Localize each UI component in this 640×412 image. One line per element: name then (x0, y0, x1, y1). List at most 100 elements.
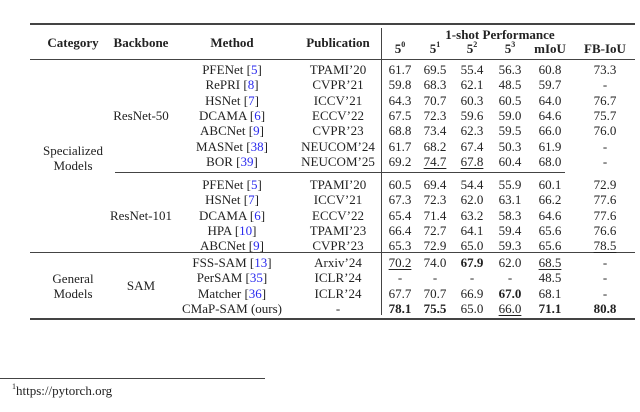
value-cell: 60.3 (460, 92, 484, 108)
value-cell: - (602, 138, 608, 154)
method-cell: RePRI [8] (205, 77, 258, 92)
citation-link[interactable]: [7] (240, 192, 259, 208)
publication-cell: ICLR’24 (314, 270, 362, 286)
value-cell: 68.1 (538, 285, 562, 301)
value-cell: 67.7 (388, 285, 412, 301)
value-cell: 55.4 (460, 62, 484, 77)
header-miou: mIoU (534, 41, 566, 56)
value-cell: 68.8 (388, 123, 412, 139)
value-cell: 78.1 (388, 300, 412, 316)
citation-link[interactable]: [9] (245, 238, 264, 254)
citation-link[interactable]: [7] (240, 92, 259, 108)
group-midrule (30, 252, 635, 253)
publication-cell: TPAMI’20 (309, 62, 367, 77)
citation-link[interactable]: [6] (246, 207, 266, 223)
value-cell: 58.3 (498, 207, 522, 223)
publication-cell: ECCV’22 (312, 207, 364, 223)
footnote-rule (0, 378, 265, 379)
method-cell: HSNet [7] (205, 93, 259, 108)
value-cell: 69.5 (423, 62, 447, 77)
value-cell: 59.3 (498, 238, 522, 254)
value-cell: 70.7 (423, 285, 447, 301)
header-method: Method (210, 35, 254, 50)
value-cell: 68.5 (538, 255, 562, 270)
citation-link[interactable]: [10] (231, 222, 257, 238)
citation-link[interactable]: [35] (242, 270, 268, 286)
value-cell: 70.2 (388, 255, 412, 270)
header-category: Category (47, 35, 99, 50)
citation-link[interactable]: [9] (245, 123, 264, 139)
vertical-rule (381, 28, 382, 315)
value-cell: - (432, 270, 438, 286)
value-cell: 65.6 (538, 238, 562, 254)
publication-cell: CVPR’23 (312, 238, 364, 254)
citation-link[interactable]: [6] (246, 107, 266, 123)
value-cell: 75.5 (423, 300, 447, 316)
method-name: HPA (207, 222, 232, 238)
citation-link[interactable]: [39] (232, 153, 258, 169)
header-backbone: Backbone (113, 35, 169, 50)
method-name: ABCNet (200, 238, 246, 254)
value-cell: - (507, 270, 513, 286)
value-cell: 75.7 (593, 107, 617, 123)
value-cell: 59.4 (498, 222, 522, 238)
value-cell: 73.4 (423, 123, 447, 139)
value-cell: - (602, 285, 608, 301)
value-cell: 62.3 (460, 123, 484, 139)
method-name: DCAMA (198, 207, 247, 223)
method-cell: HSNet [7] (205, 192, 259, 207)
backbone-label: ResNet-50 (113, 107, 169, 123)
backbone-label: SAM (126, 277, 156, 293)
citation-link[interactable]: [8] (240, 77, 259, 93)
category-label: Specialized Models (43, 142, 103, 173)
value-cell: 67.4 (460, 138, 484, 154)
value-cell: 61.7 (388, 138, 412, 154)
value-cell: 67.0 (498, 285, 522, 301)
value-cell: 65.4 (388, 207, 412, 223)
value-cell: 76.7 (593, 92, 617, 108)
value-cell: 50.3 (498, 138, 522, 154)
resnet-midrule (115, 172, 565, 173)
value-cell: 65.0 (460, 238, 484, 254)
method-cell: ABCNet [9] (200, 238, 264, 253)
publication-cell: ICLR’24 (314, 285, 362, 301)
citation-link[interactable]: [13] (246, 255, 272, 270)
value-cell: 62.0 (460, 192, 484, 208)
value-cell: - (469, 270, 475, 286)
method-cell: FSS-SAM [13] (192, 255, 271, 270)
publication-cell: TPAMI’23 (309, 222, 367, 238)
method-name: ABCNet (200, 123, 246, 139)
value-cell: 69.2 (388, 153, 412, 169)
value-cell: 65.0 (460, 300, 484, 316)
method-name: DCAMA (198, 107, 247, 123)
value-cell: 69.4 (423, 177, 447, 192)
value-cell: 73.3 (593, 62, 617, 77)
citation-link[interactable]: [36] (241, 285, 267, 301)
value-cell: 66.9 (460, 285, 484, 301)
header-fold-1: 51 (429, 40, 441, 57)
publication-cell: - (335, 300, 341, 316)
citation-link[interactable]: [5] (243, 62, 262, 77)
value-cell: 48.5 (538, 270, 562, 286)
header-fold-2: 52 (466, 40, 478, 57)
value-cell: 67.3 (388, 192, 412, 208)
value-cell: 59.8 (388, 77, 412, 93)
header-fold-3: 53 (504, 40, 516, 57)
method-name: PFENet (202, 177, 244, 192)
method-name: PerSAM (196, 270, 243, 286)
value-cell: 62.1 (460, 77, 484, 93)
citation-link[interactable]: [38] (243, 138, 268, 154)
value-cell: 60.4 (498, 153, 522, 169)
citation-link[interactable]: [5] (243, 177, 262, 192)
header-publication: Publication (306, 35, 370, 50)
value-cell: - (602, 77, 608, 93)
bottom-rule (30, 318, 635, 320)
value-cell: 74.0 (423, 255, 447, 270)
value-cell: 72.9 (593, 177, 617, 192)
publication-cell: NEUCOM’24 (301, 138, 375, 154)
top-rule (30, 23, 635, 25)
value-cell: - (602, 270, 608, 286)
value-cell: 66.0 (538, 123, 562, 139)
method-name: HSNet (205, 92, 241, 108)
value-cell: - (397, 270, 403, 286)
